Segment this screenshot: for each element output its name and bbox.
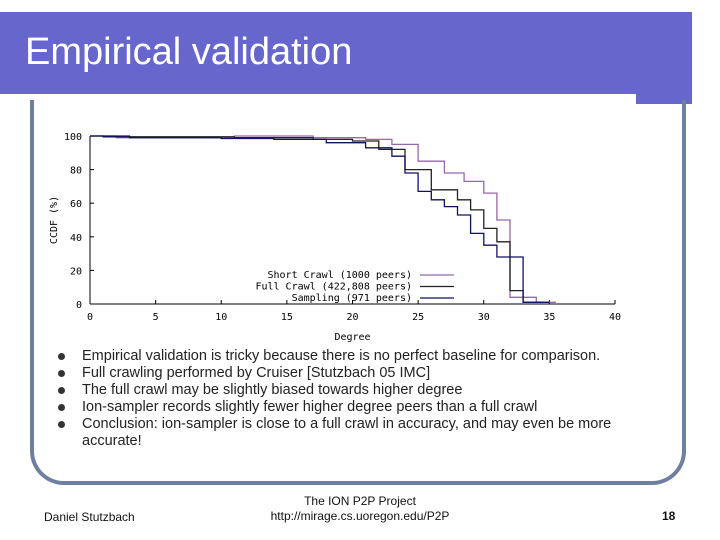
x-tick-label: 5 [153,312,159,323]
footer-author: Daniel Stutzbach [44,510,135,524]
y-tick-label: 40 [70,233,82,244]
bullet-text: Empirical validation is tricky because t… [82,348,601,364]
bullet-item: Full crawling performed by Cruiser [Stut… [58,365,668,382]
legend-label: Full Crawl (422,808 peers) [255,282,412,293]
series-line-1 [90,135,556,303]
y-tick-label: 20 [70,266,82,277]
x-tick-label: 35 [543,312,555,323]
x-tick-label: 40 [609,312,621,323]
legend-label: Short Crawl (1000 peers) [268,270,413,281]
y-axis-label: CCDF (%) [49,196,60,244]
slide-title: Empirical validation [25,31,353,73]
title-bar-edge [636,94,692,104]
page-number: 18 [662,509,676,523]
bullet-item: Conclusion: ion-sampler is close to a fu… [58,416,668,450]
x-tick-label: 15 [281,312,293,323]
footer-project: The ION P2P Project http://mirage.cs.uor… [250,494,470,524]
bullet-item: Ion-sampler records slightly fewer highe… [58,399,668,416]
bullet-dot-icon [58,404,65,411]
series-line-3 [90,135,550,303]
title-bar [0,12,692,97]
x-tick-label: 10 [215,312,227,323]
bullet-list: Empirical validation is tricky because t… [58,348,668,450]
x-tick-label: 20 [346,312,358,323]
bullet-dot-icon [58,370,65,377]
footer-project-url: http://mirage.cs.uoregon.edu/P2P [270,509,450,523]
ccdf-chart: 0 5 10 15 20 25 30 35 40 0 20 40 60 80 100 Degree CCDF (… [49,132,621,343]
y-tick-label: 100 [64,132,82,143]
bullet-dot-icon [58,387,65,394]
bullet-text: Conclusion: ion-sampler is close to a fu… [82,416,612,449]
y-tick-label: 0 [76,300,82,311]
legend-label: Sampling (971 peers) [292,293,412,304]
x-axis-label: Degree [334,332,370,343]
x-tick-label: 30 [478,312,490,323]
y-tick-label: 60 [70,199,82,210]
bullet-item: Empirical validation is tricky because t… [58,348,668,365]
bullet-dot-icon [58,421,65,428]
title-underline [0,94,636,100]
bullet-item: The full crawl may be slightly biased to… [58,382,668,399]
bullet-text: Full crawling performed by Cruiser [Stut… [82,365,431,381]
x-tick-label: 0 [87,312,93,323]
bullet-text: The full crawl may be slightly biased to… [82,382,463,398]
y-tick-label: 80 [70,166,82,177]
series-line-2 [90,135,543,303]
bullet-dot-icon [58,353,65,360]
x-tick-label: 25 [412,312,424,323]
content-frame [30,100,686,485]
footer-project-name: The ION P2P Project [304,494,416,508]
bullet-text: Ion-sampler records slightly fewer highe… [82,399,538,415]
